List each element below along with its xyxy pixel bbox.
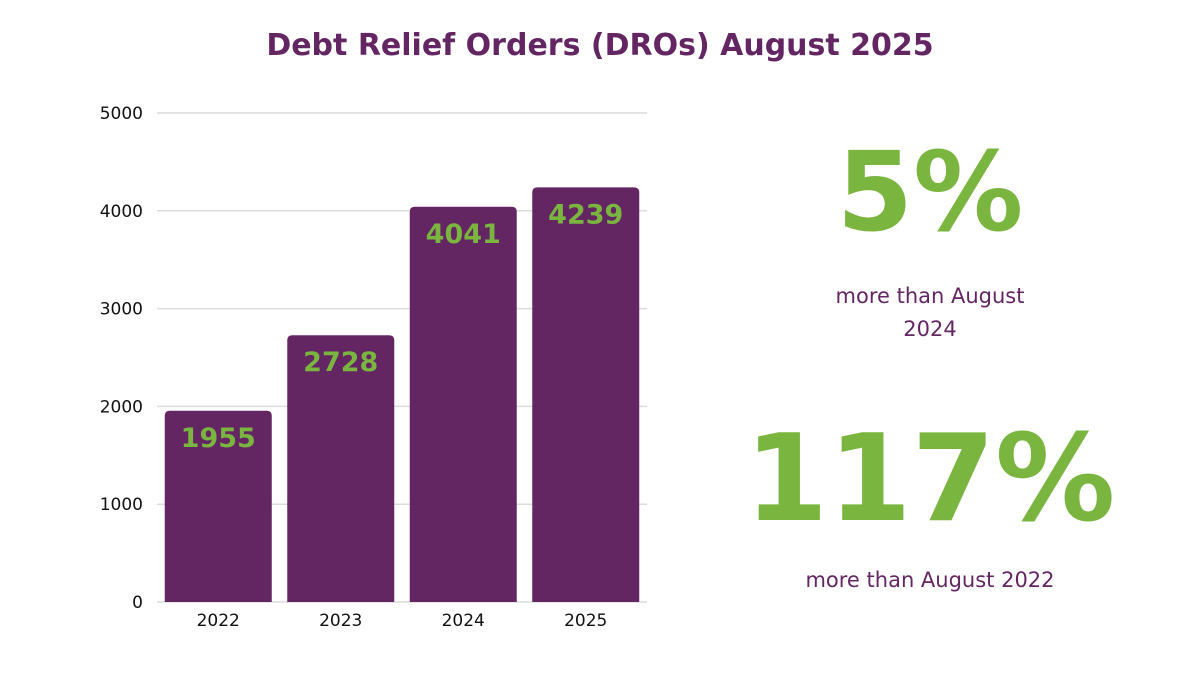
x-tick-label: 2024 <box>442 611 485 631</box>
stat-5-caption-line2: 2024 <box>903 317 957 341</box>
data-label-2023: 2728 <box>303 347 378 378</box>
data-label-2022: 1955 <box>181 423 256 454</box>
y-tick-label: 0 <box>132 593 143 613</box>
y-tick-label: 4000 <box>100 202 143 222</box>
bar-2025 <box>532 187 640 603</box>
x-tick-label: 2022 <box>197 611 240 631</box>
bar-2022 <box>164 410 272 602</box>
stat-5-caption: more than August 2024 <box>780 280 1080 346</box>
y-tick-label: 5000 <box>100 104 143 124</box>
y-tick-label: 3000 <box>100 300 143 320</box>
stat-5-caption-line1: more than August <box>835 284 1025 308</box>
chart-title: Debt Relief Orders (DROs) August 2025 <box>266 28 934 63</box>
x-tick-label: 2023 <box>319 611 362 631</box>
data-label-2024: 4041 <box>426 219 501 250</box>
stat-117-caption: more than August 2022 <box>805 568 1055 592</box>
x-tick-label: 2025 <box>564 611 607 631</box>
bar-2023 <box>287 335 395 602</box>
stat-5-percent: 5% <box>836 128 1024 256</box>
data-label-2025: 4239 <box>548 199 623 230</box>
y-tick-label: 2000 <box>100 397 143 417</box>
bar-2024 <box>409 206 517 602</box>
y-tick-label: 1000 <box>100 495 143 515</box>
stat-117-percent: 117% <box>744 410 1116 549</box>
